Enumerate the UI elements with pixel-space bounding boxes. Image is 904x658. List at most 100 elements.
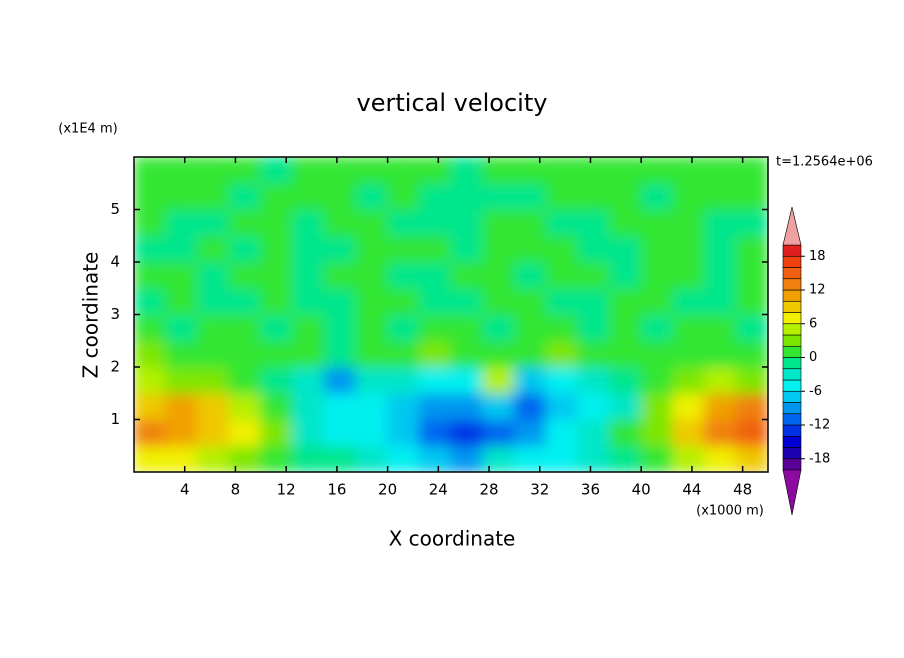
contour-cell [292, 314, 325, 342]
x-tick-label: 28 [479, 481, 498, 499]
contour-cell [228, 261, 262, 289]
contour-cell [450, 419, 484, 447]
contour-cell [292, 445, 325, 472]
contour-cell [482, 314, 515, 342]
colorbar-bin [782, 368, 802, 381]
y-unit: (x1E4 m) [58, 122, 117, 137]
contour-cell [672, 261, 706, 289]
contour-cell [418, 366, 452, 394]
contour-cell [545, 182, 579, 210]
contour-cell [228, 209, 262, 237]
contour-cell [513, 287, 547, 315]
contour-cell [735, 445, 768, 472]
contour-cell [196, 366, 230, 394]
contour-cell [609, 445, 642, 472]
contour-cell [577, 419, 610, 447]
contour-cell [196, 340, 230, 368]
contour-cell [545, 209, 579, 237]
contour-cell [165, 419, 198, 447]
contour-cell [292, 182, 325, 210]
contour-cell [704, 314, 737, 342]
contour-cell [260, 157, 293, 184]
contour-cell [292, 366, 325, 394]
contour-cell [260, 209, 293, 237]
contour-cell [450, 182, 484, 210]
contour-cell [387, 261, 420, 289]
contour-cell [418, 445, 452, 472]
x-axis-label: X coordinate [389, 527, 516, 551]
contour-cell [577, 209, 610, 237]
contour-cell [704, 392, 737, 420]
colorbar-bin [782, 300, 802, 313]
contour-cell [672, 182, 706, 210]
x-tick-label: 4 [180, 481, 190, 499]
contour-cell [735, 261, 768, 289]
contour-cell [640, 287, 674, 315]
contour-cell [165, 392, 198, 420]
contour-cell [165, 209, 198, 237]
contour-cell [545, 340, 579, 368]
contour-cell [640, 157, 674, 184]
contour-cell [672, 287, 706, 315]
contour-cell [513, 261, 547, 289]
contour-cell [418, 157, 452, 184]
contour-cell [196, 157, 230, 184]
contour-cell [450, 314, 484, 342]
contour-cell [196, 445, 230, 472]
x-tick-label: 48 [733, 481, 752, 499]
contour-cell [418, 235, 452, 263]
contour-cell [387, 182, 420, 210]
contour-cell [355, 209, 389, 237]
colorbar-bin [782, 390, 802, 403]
time-annotation: t=1.2564e+06 [776, 155, 873, 170]
contour-cell [323, 445, 357, 472]
colorbar-bin [782, 267, 802, 280]
contour-cell [387, 287, 420, 315]
contour-cell [640, 419, 674, 447]
contour-cell [134, 235, 167, 263]
contour-cell [355, 182, 389, 210]
contour-cell [418, 392, 452, 420]
contour-cell [735, 182, 768, 210]
contour-cell [450, 261, 484, 289]
contour-cell [577, 366, 610, 394]
contour-cell [323, 235, 357, 263]
contour-cell [513, 419, 547, 447]
contour-cell [387, 314, 420, 342]
chart-title: vertical velocity [357, 89, 548, 117]
contour-cell [387, 445, 420, 472]
contour-cell [704, 209, 737, 237]
contour-cell [640, 445, 674, 472]
contour-cell [704, 366, 737, 394]
colorbar-extension-low [782, 469, 802, 516]
contour-cell [134, 445, 167, 472]
contour-cell [513, 366, 547, 394]
x-tick-label: 12 [277, 481, 296, 499]
contour-cell [482, 445, 515, 472]
contour-cell [165, 235, 198, 263]
colorbar-bin [782, 379, 802, 392]
contour-cell [450, 287, 484, 315]
contour-cell [165, 366, 198, 394]
contour-cell [482, 419, 515, 447]
contour-cell [704, 419, 737, 447]
x-tick-label: 32 [530, 481, 549, 499]
contour-cell [292, 392, 325, 420]
contour-cell [482, 392, 515, 420]
contour-cell [387, 340, 420, 368]
contour-cell [228, 235, 262, 263]
colorbar-bin [782, 458, 802, 471]
contour-cell [323, 261, 357, 289]
contour-cell [134, 314, 167, 342]
contour-cell [513, 157, 547, 184]
contour-cell [513, 182, 547, 210]
contour-cell [196, 261, 230, 289]
contour-cell [134, 392, 167, 420]
contour-cell [450, 366, 484, 394]
contour-cell [355, 392, 389, 420]
contour-cell [640, 314, 674, 342]
contour-cell [418, 287, 452, 315]
contour-cell [735, 235, 768, 263]
colorbar-extension-high [782, 206, 802, 246]
